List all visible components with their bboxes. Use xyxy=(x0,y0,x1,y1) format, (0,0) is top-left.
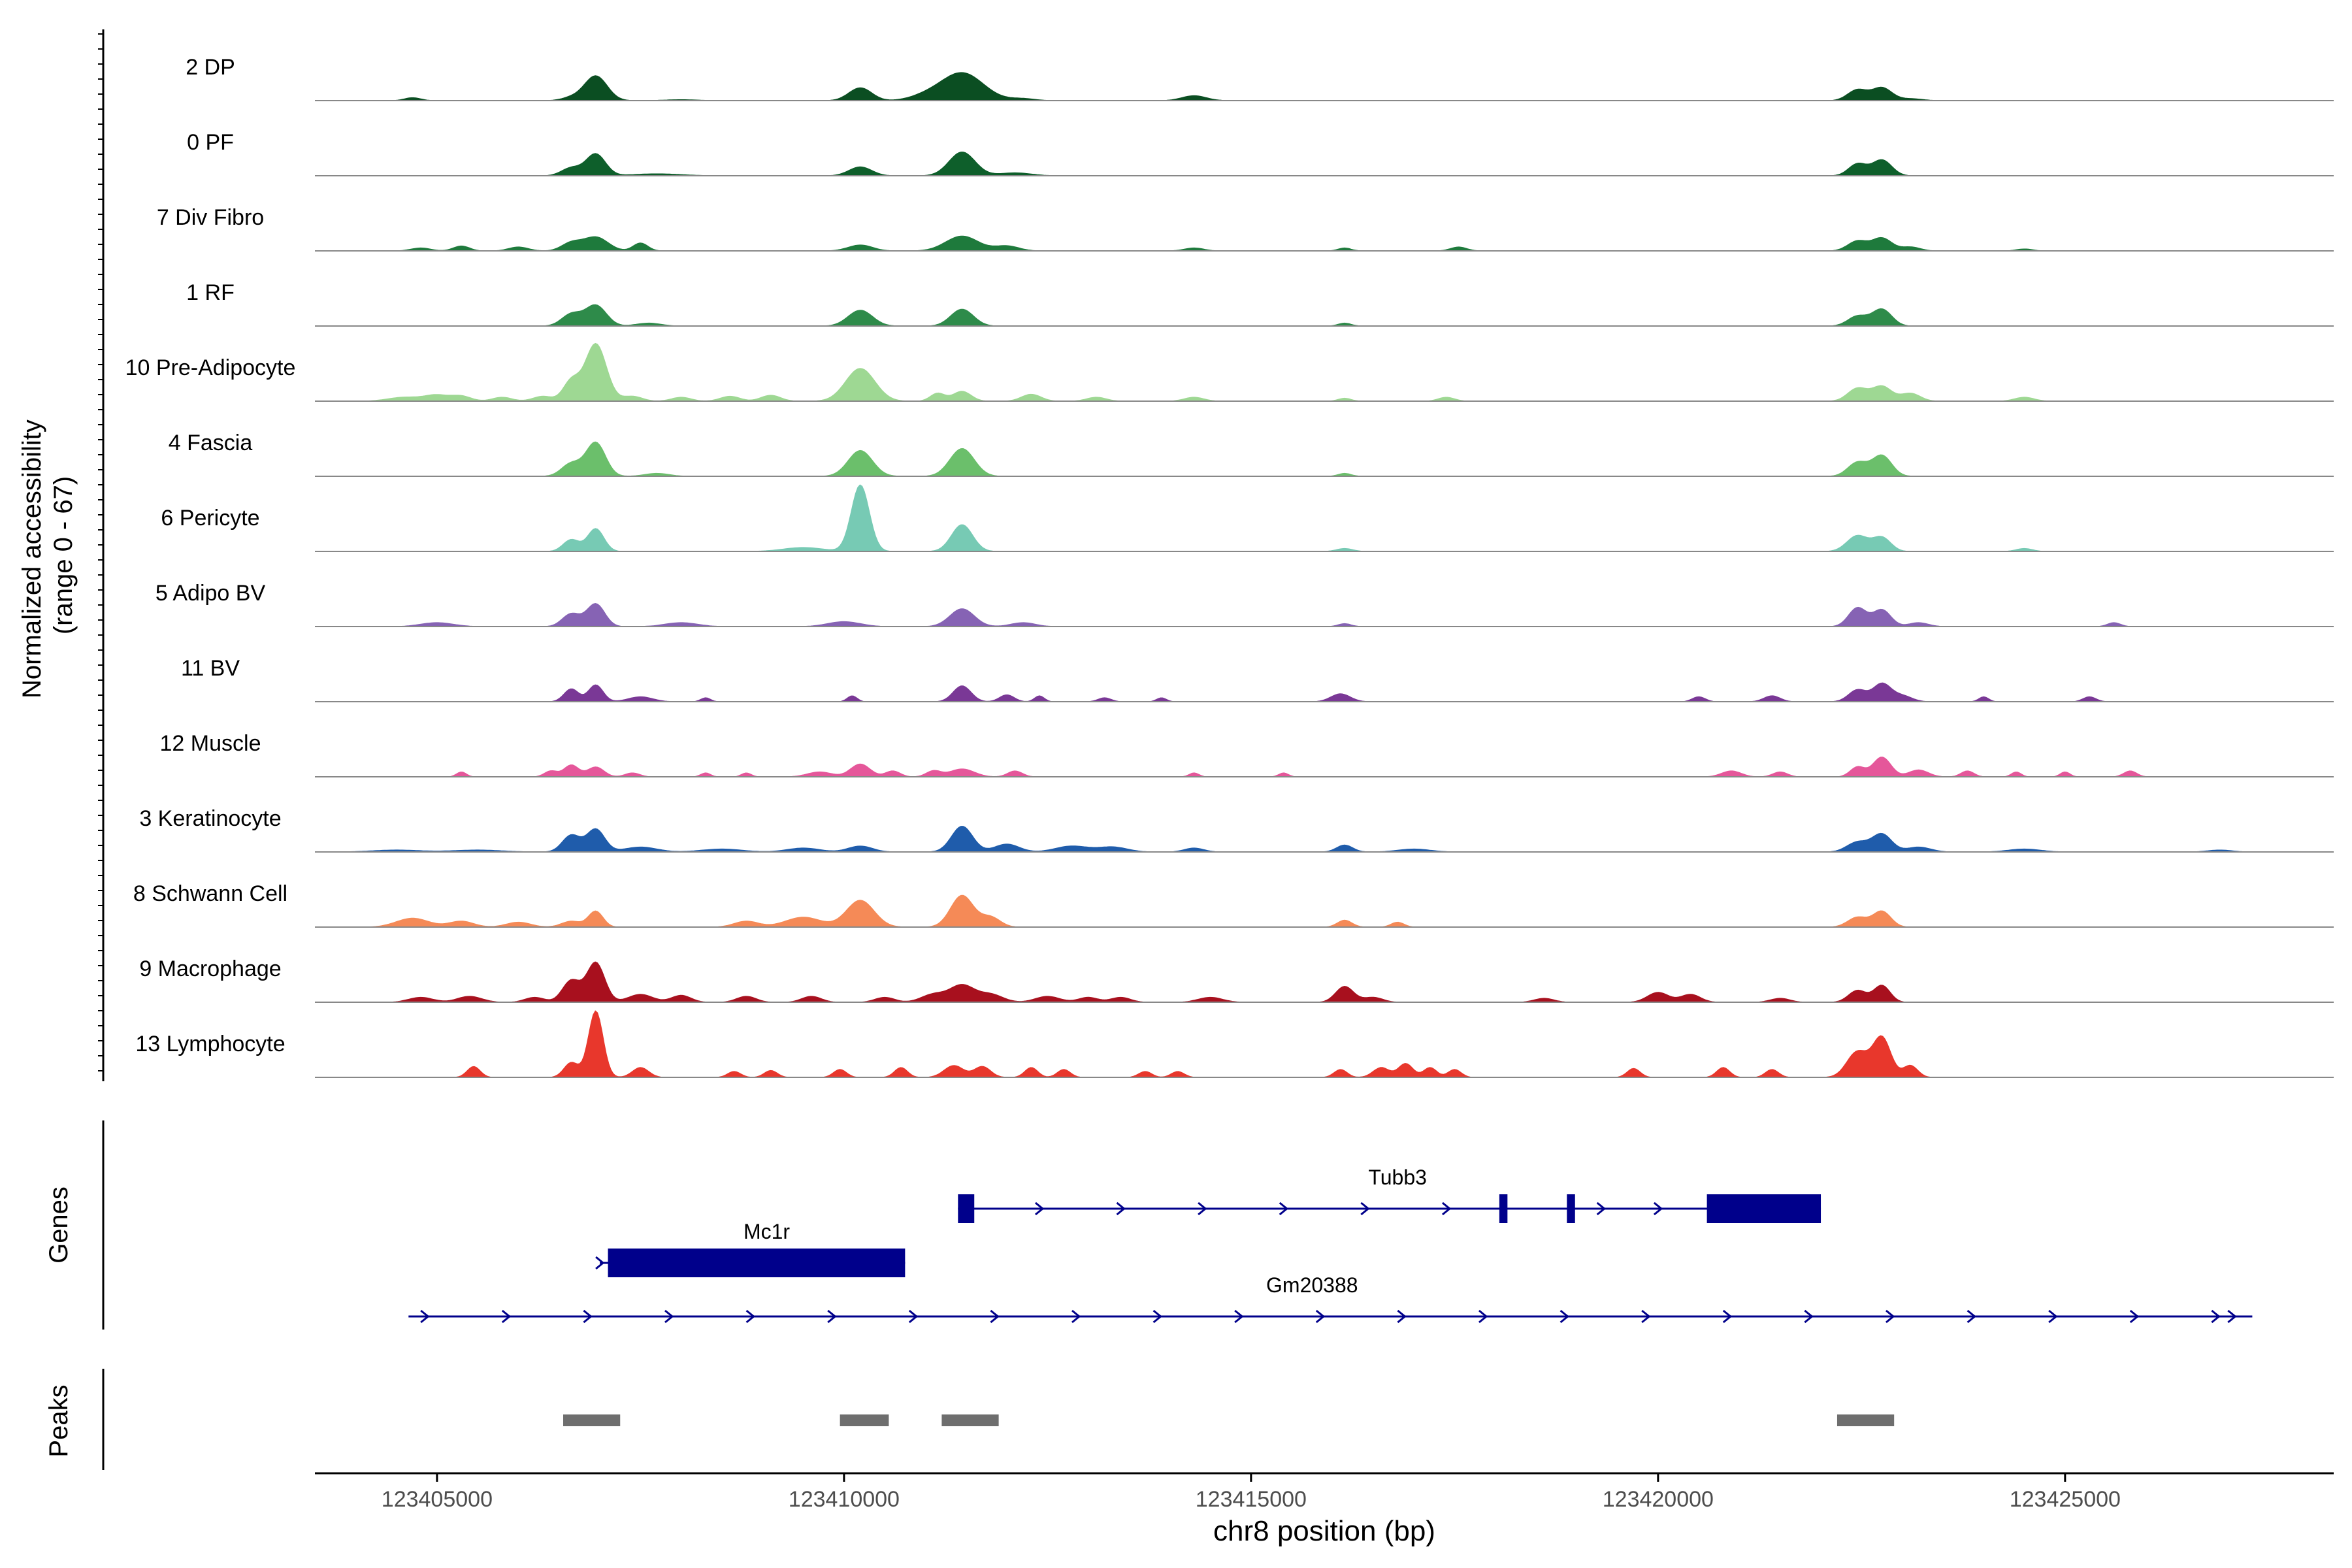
strand-arrow xyxy=(595,1256,605,1270)
strand-arrow xyxy=(2211,1309,2221,1324)
x-tick-label: 123420000 xyxy=(1603,1487,1714,1512)
strand-arrow xyxy=(2048,1309,2058,1324)
track-label: 6 Pericyte xyxy=(161,506,259,531)
track-3: 7 Div Fibro xyxy=(157,205,2334,252)
track-label: 5 Adipo BV xyxy=(155,581,266,606)
strand-arrow xyxy=(1071,1309,1081,1324)
track-13: 9 Macrophage xyxy=(139,956,2334,1003)
peak-bar xyxy=(840,1414,889,1426)
genes-panel-label: Genes xyxy=(44,1186,73,1264)
strand-arrow xyxy=(1441,1201,1452,1216)
x-tick-label: 123410000 xyxy=(789,1487,900,1512)
y-axis-title: Normalized accessibility (range 0 - 67) xyxy=(18,412,78,698)
x-axis-ticks: 123405000 123410000 123415000 123420000 1234… xyxy=(382,1473,2121,1512)
coverage-tracks: 2 DP 0 PF 7 Div Fibro 1 RF 10 Pre-Adipocyte 4… xyxy=(125,55,2334,1078)
strand-arrow xyxy=(420,1309,430,1324)
strand-arrow xyxy=(745,1309,755,1324)
track-label: 10 Pre-Adipocyte xyxy=(125,355,296,380)
strand-arrow xyxy=(664,1309,674,1324)
track-label: 13 Lymphocyte xyxy=(135,1032,285,1056)
track-5: 10 Pre-Adipocyte xyxy=(125,342,2334,402)
strand-arrow xyxy=(1360,1201,1370,1216)
strand-arrow xyxy=(1397,1309,1407,1324)
gene-label: Tubb3 xyxy=(1368,1166,1427,1189)
peak-bar xyxy=(941,1414,999,1426)
gene-label: Mc1r xyxy=(743,1220,790,1243)
strand-arrow xyxy=(1886,1309,1895,1324)
track-label: 7 Div Fibro xyxy=(157,205,264,230)
strand-arrow xyxy=(1596,1201,1606,1216)
x-tick-label: 123415000 xyxy=(1196,1487,1307,1512)
exon-block xyxy=(958,1194,975,1223)
gene-label: Gm20388 xyxy=(1266,1273,1358,1297)
peak-bar xyxy=(1837,1414,1895,1426)
peaks-panel-label: Peaks xyxy=(44,1384,73,1457)
track-label: 3 Keratinocyte xyxy=(139,806,281,831)
peak-regions xyxy=(563,1414,1895,1426)
track-1: 2 DP xyxy=(186,55,2334,101)
strand-arrow xyxy=(1279,1201,1289,1216)
strand-arrow xyxy=(1315,1309,1326,1324)
exon-block xyxy=(1499,1194,1508,1223)
strand-arrow xyxy=(2129,1309,2140,1324)
strand-arrow xyxy=(501,1309,512,1324)
track-label: 8 Schwann Cell xyxy=(133,881,287,906)
strand-arrow xyxy=(1116,1201,1126,1216)
strand-arrow xyxy=(1234,1309,1244,1324)
track-2: 0 PF xyxy=(187,130,2334,176)
gene-gm20388: Gm20388 xyxy=(408,1273,2253,1324)
track-label: 12 Muscle xyxy=(160,731,261,756)
y-axis-title-line2: (range 0 - 67) xyxy=(49,476,78,634)
track-label: 2 DP xyxy=(186,55,235,80)
track-12: 8 Schwann Cell xyxy=(133,881,2334,928)
strand-arrow xyxy=(827,1309,837,1324)
track-8: 5 Adipo BV xyxy=(155,581,2334,627)
strand-arrow xyxy=(1560,1309,1569,1324)
track-label: 0 PF xyxy=(187,130,234,155)
gene-tubb3: Tubb3 xyxy=(958,1166,1821,1223)
track-10: 12 Muscle xyxy=(160,731,2334,777)
y-axis-title-line1: Normalized accessibility xyxy=(18,419,46,698)
strand-arrow xyxy=(1641,1309,1651,1324)
track-11: 3 Keratinocyte xyxy=(139,806,2334,853)
gene-mc1r: Mc1r xyxy=(595,1220,906,1277)
strand-arrow xyxy=(583,1309,593,1324)
strand-arrow xyxy=(990,1309,1000,1324)
strand-arrow xyxy=(1804,1309,1814,1324)
track-label: 9 Macrophage xyxy=(139,956,281,981)
strand-arrow xyxy=(1478,1309,1488,1324)
track-14: 13 Lymphocyte xyxy=(135,1010,2334,1078)
exon-block xyxy=(608,1249,906,1277)
track-label: 4 Fascia xyxy=(169,431,253,455)
strand-arrow xyxy=(1152,1309,1162,1324)
strand-arrow xyxy=(1034,1201,1045,1216)
peak-bar xyxy=(563,1414,621,1426)
track-7: 6 Pericyte xyxy=(161,484,2334,552)
strand-arrow xyxy=(908,1309,919,1324)
gene-annotations: Tubb3 Mc1r Gm20388 xyxy=(408,1166,2253,1324)
exon-block xyxy=(1567,1194,1575,1223)
x-tick-label: 123405000 xyxy=(382,1487,493,1512)
exon-block xyxy=(1707,1194,1821,1223)
track-label: 1 RF xyxy=(186,280,235,305)
y-axis xyxy=(98,29,105,1081)
x-axis-title: chr8 position (bp) xyxy=(1213,1515,1435,1547)
track-4: 1 RF xyxy=(186,280,2334,327)
strand-arrow xyxy=(1653,1201,1663,1216)
track-label: 11 BV xyxy=(181,656,240,681)
strand-arrow xyxy=(1198,1201,1207,1216)
strand-arrow xyxy=(1722,1309,1733,1324)
strand-arrow xyxy=(1967,1309,1976,1324)
track-6: 4 Fascia xyxy=(169,431,2334,477)
strand-arrow xyxy=(2227,1309,2237,1324)
x-tick-label: 123425000 xyxy=(2010,1487,2121,1512)
track-9: 11 BV xyxy=(181,656,2334,702)
